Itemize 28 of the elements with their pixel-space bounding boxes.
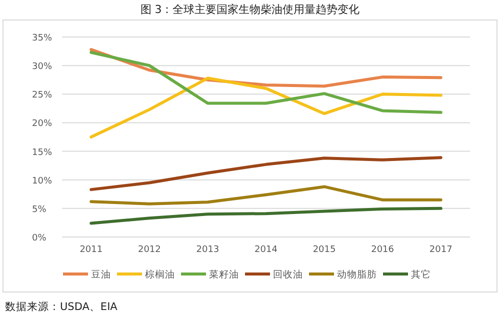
y-tick-label: 25% bbox=[32, 90, 52, 101]
y-tick-label: 10% bbox=[32, 176, 52, 186]
source-note: 数据来源：USDA、EIA bbox=[5, 300, 118, 313]
x-tick-label: 2015 bbox=[312, 245, 336, 255]
line-series bbox=[90, 185, 442, 206]
x-tick-label: 2016 bbox=[371, 245, 394, 255]
y-tick-label: 0% bbox=[32, 234, 47, 244]
legend-label: 动物脂肪 bbox=[337, 268, 377, 280]
y-tick-label: 5% bbox=[32, 204, 47, 215]
chart-title: 图 3：全球主要国家生物柴油使用量趋势变化 bbox=[140, 3, 360, 16]
x-tick-label: 2017 bbox=[429, 245, 452, 255]
legend-label: 其它 bbox=[411, 268, 431, 280]
x-tick-label: 2011 bbox=[80, 245, 103, 255]
line-series bbox=[90, 50, 442, 114]
legend-label: 回收油 bbox=[273, 268, 303, 280]
y-tick-label: 20% bbox=[32, 119, 52, 130]
line-series bbox=[90, 76, 442, 138]
y-tick-label: 30% bbox=[32, 62, 52, 72]
y-tick-label: 15% bbox=[32, 148, 52, 158]
legend-label: 菜籽油 bbox=[209, 268, 239, 280]
x-tick-label: 2013 bbox=[196, 245, 220, 255]
legend-label: 豆油 bbox=[91, 268, 111, 280]
line-series bbox=[90, 206, 442, 225]
y-tick-label: 35% bbox=[32, 34, 52, 44]
line-series bbox=[90, 156, 442, 192]
x-tick-label: 2014 bbox=[254, 245, 278, 255]
legend-label: 棕榈油 bbox=[145, 268, 175, 280]
x-tick-label: 2012 bbox=[138, 245, 161, 255]
